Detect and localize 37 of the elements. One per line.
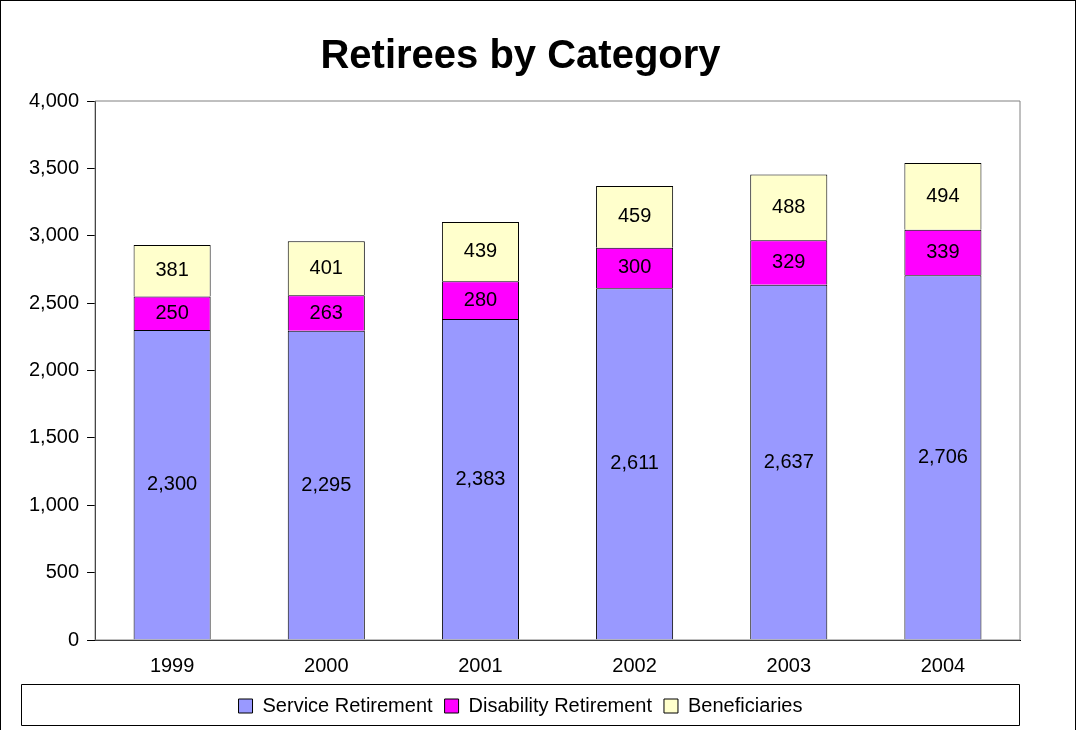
legend-label: Service Retirement	[262, 693, 434, 716]
data-label: 459	[617, 204, 652, 227]
y-tick-label: 3,000	[28, 223, 80, 246]
data-label: 381	[155, 258, 189, 281]
data-label: 494	[926, 183, 960, 206]
data-label: 488	[772, 194, 806, 217]
data-label: 329	[772, 250, 806, 273]
data-label: 2,611	[610, 451, 659, 474]
data-label: 300	[617, 255, 652, 278]
y-tick-label: 3,500	[28, 155, 80, 178]
x-tick-label: 1999	[149, 653, 195, 676]
data-label: 263	[309, 300, 343, 323]
data-label: 2,383	[455, 466, 506, 489]
x-tick-label: 2004	[920, 653, 966, 676]
data-label: 2,637	[763, 449, 814, 472]
data-label: 2,706	[917, 444, 968, 467]
data-label: 339	[926, 240, 960, 263]
y-tick-label: 2,500	[28, 290, 80, 313]
y-tick-label: 1,500	[28, 425, 80, 448]
x-tick-label: 2003	[766, 653, 812, 676]
legend-label: Beneficiaries	[687, 693, 803, 716]
data-label: 401	[309, 255, 343, 278]
y-tick-label: 0	[67, 627, 80, 650]
data-label: 439	[463, 239, 498, 262]
y-tick-label: 2,000	[28, 358, 80, 381]
y-tick-label: 1,000	[28, 492, 80, 515]
x-tick-label: 2002	[612, 653, 657, 676]
legend-label: Disability Retirement	[468, 693, 653, 716]
data-label: 250	[155, 300, 189, 323]
data-label: 2,295	[301, 472, 352, 495]
y-tick-label: 4,000	[28, 88, 80, 111]
x-tick-label: 2001	[458, 653, 503, 676]
data-label: 280	[463, 287, 498, 310]
y-tick-label: 500	[45, 560, 80, 583]
x-tick-label: 2000	[304, 653, 349, 676]
data-label: 2,300	[147, 472, 198, 495]
chart-title: Retirees by Category	[320, 32, 722, 77]
